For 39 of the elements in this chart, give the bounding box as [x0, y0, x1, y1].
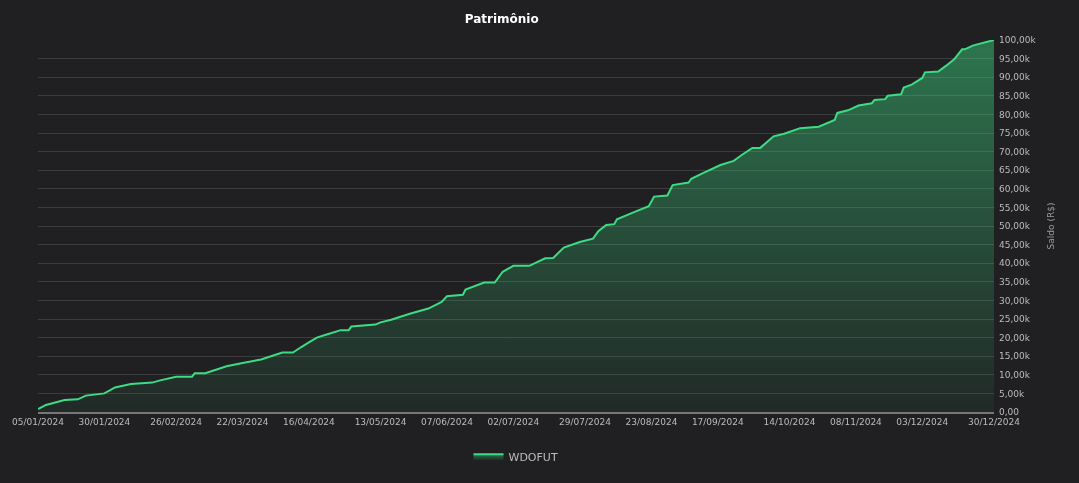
y-tick-label: 25,00k — [999, 314, 1031, 325]
x-tick-label: 22/03/2024 — [216, 416, 269, 427]
legend-label: WDOFUT — [508, 450, 558, 464]
x-tick-label: 30/01/2024 — [78, 416, 131, 427]
y-tick-label: 20,00k — [999, 332, 1031, 343]
y-tick-label: 70,00k — [999, 146, 1031, 157]
x-tick-label: 14/10/2024 — [763, 416, 816, 427]
y-tick-label: 55,00k — [999, 202, 1031, 213]
y-tick-label: 45,00k — [999, 239, 1031, 250]
x-tick-label: 08/11/2024 — [829, 416, 883, 427]
y-tick-label: 10,00k — [999, 369, 1031, 380]
y-tick-label: 100,00k — [999, 35, 1037, 46]
y-axis-title: Saldo (R$) — [1046, 202, 1057, 250]
x-tick-label: 02/07/2024 — [487, 416, 540, 427]
y-tick-label: 85,00k — [999, 90, 1031, 101]
y-tick-label: 60,00k — [999, 183, 1031, 194]
y-tick-label: 95,00k — [999, 53, 1031, 64]
y-tick-label: 30,00k — [999, 295, 1031, 306]
y-tick-label: 80,00k — [999, 109, 1031, 120]
y-tick-label: 0,00 — [999, 407, 1020, 418]
y-tick-label: 35,00k — [999, 276, 1031, 287]
x-tick-label: 16/04/2024 — [282, 416, 336, 427]
y-tick-label: 75,00k — [999, 128, 1031, 139]
x-tick-label: 26/02/2024 — [150, 416, 203, 427]
x-tick-label: 29/07/2024 — [559, 416, 612, 427]
x-tick-label: 17/09/2024 — [691, 416, 745, 427]
y-tick-label: 50,00k — [999, 221, 1031, 232]
y-tick-label: 90,00k — [999, 72, 1031, 83]
y-tick-label: 5,00k — [999, 388, 1026, 399]
chart-title: Patrimônio — [464, 11, 539, 26]
x-tick-label: 03/12/2024 — [896, 416, 949, 427]
x-tick-label: 07/06/2024 — [421, 416, 474, 427]
x-tick-label: 30/12/2024 — [968, 416, 1021, 427]
x-tick-label: 23/08/2024 — [625, 416, 678, 427]
x-tick-label: 05/01/2024 — [12, 416, 65, 427]
y-tick-label: 65,00k — [999, 165, 1031, 176]
y-tick-label: 15,00k — [999, 351, 1031, 362]
x-tick-label: 13/05/2024 — [354, 416, 407, 427]
y-tick-label: 40,00k — [999, 258, 1031, 269]
